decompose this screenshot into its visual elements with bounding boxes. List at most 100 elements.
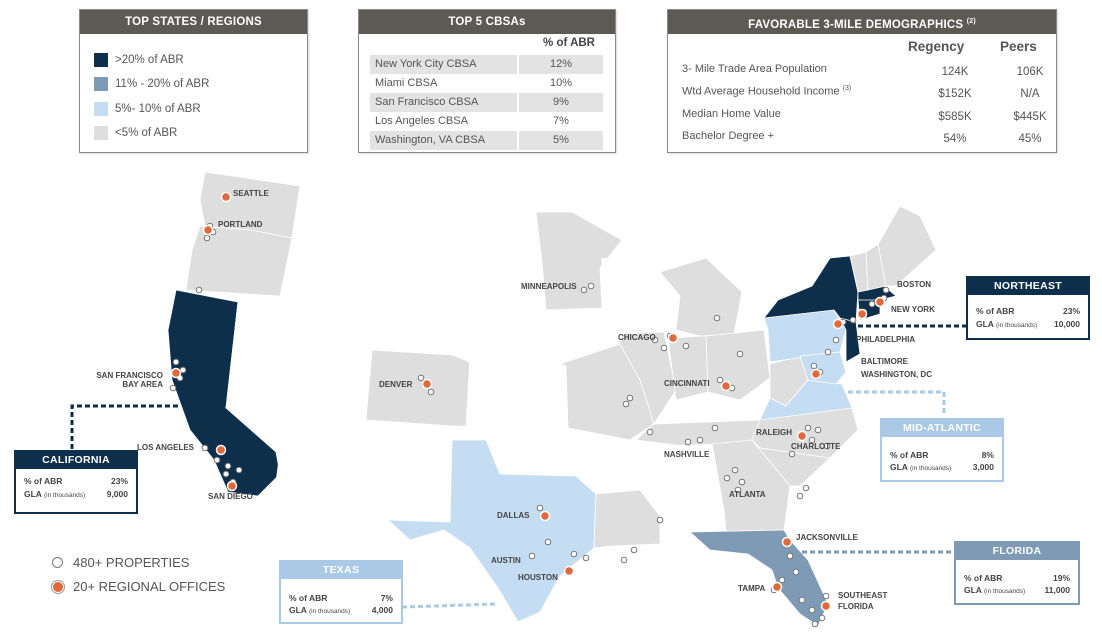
demographics-title: FAVORABLE 3-MILE DEMOGRAPHICS (2) [668, 10, 1056, 34]
callout-gla-row: GLA (in thousands) 3,000 [890, 462, 994, 474]
top-states-panel: TOP STATES / REGIONS >20% of ABR 11% - 2… [79, 9, 308, 153]
cbsa-row: San Francisco CBSA 9% [370, 93, 603, 112]
swatch-tier-2 [94, 77, 108, 91]
state-arizona [275, 399, 367, 517]
state-ohio [705, 329, 771, 401]
callout-abr-label: % of ABR [976, 306, 1015, 316]
swatch-tier-1 [94, 53, 108, 67]
regional-office-marker [202, 224, 214, 236]
property-marker [738, 478, 746, 486]
demo-regency-value: 124K [941, 66, 969, 78]
demo-label-text: Bachelor Degree + [682, 130, 775, 142]
city-label: DENVER [379, 380, 413, 389]
callout-gla-row: GLA (in thousands) 11,000 [964, 585, 1070, 597]
state-wisconsin [601, 257, 663, 331]
property-marker [213, 456, 221, 464]
city-label: CINCINNATI [664, 379, 710, 388]
legend-properties: 480+ PROPERTIES [52, 555, 189, 570]
property-marker [711, 424, 719, 432]
city-label: RALEIGH [756, 428, 792, 437]
property-marker [622, 400, 630, 408]
city-label: AUSTIN [491, 556, 521, 565]
property-marker [651, 336, 659, 344]
callout-title: MID-ATLANTIC [882, 420, 1002, 437]
callout-gla-text: GLA [24, 489, 42, 499]
callout-gla-note: (in thousands) [910, 465, 952, 472]
legend-offices: 20+ REGIONAL OFFICES [52, 579, 225, 594]
property-marker [798, 596, 806, 604]
regional-office-marker [226, 480, 238, 492]
property-marker [544, 538, 552, 546]
callout-abr-label: % of ABR [964, 573, 1003, 583]
demo-label: Median Home Value [682, 108, 781, 120]
property-marker [832, 336, 840, 344]
property-marker [824, 348, 832, 356]
property-marker [587, 282, 595, 290]
state-south-carolina [751, 439, 831, 487]
property-marker [684, 438, 692, 446]
regional-office-marker [820, 600, 832, 612]
regional-office-marker [563, 565, 575, 577]
demo-col-regency: Regency [908, 39, 965, 54]
callout-gla-text: GLA [890, 462, 908, 472]
demo-col-peers: Peers [1000, 39, 1037, 54]
property-marker [723, 474, 731, 482]
state-minnesota [535, 211, 623, 311]
property-marker [660, 344, 668, 352]
callout-abr-label: % of ABR [24, 476, 63, 486]
legend-tier-2: 11% - 20% of ABR [94, 76, 209, 92]
state-wyoming [345, 261, 445, 351]
demo-label-text: Median Home Value [682, 108, 781, 120]
property-marker [713, 314, 721, 322]
property-marker [731, 466, 739, 474]
callout-gla-value: 11,000 [1044, 585, 1070, 595]
property-marker [736, 350, 744, 358]
demo-row: Bachelor Degree + 54% 45% [682, 130, 1052, 148]
cbsa-pct: 5% [517, 131, 603, 150]
property-marker [172, 358, 180, 366]
city-label: WASHINGTON, DC [861, 370, 932, 379]
property-marker [224, 462, 232, 470]
cbsa-name: New York City CBSA [375, 58, 477, 70]
callout-abr-value: 8% [981, 450, 994, 460]
property-marker [804, 424, 812, 432]
demo-row: Wtd Average Household Income (3) $152K N… [682, 85, 1052, 103]
demo-label: 3- Mile Trade Area Population [682, 63, 827, 75]
regional-office-marker [539, 510, 551, 522]
cbsa-row: Los Angeles CBSA 7% [370, 112, 603, 131]
property-marker [427, 388, 435, 396]
callout-gla-row: GLA (in thousands) 10,000 [976, 319, 1080, 331]
demo-label-note: (3) [842, 85, 852, 92]
demo-peers-value: 45% [1018, 133, 1042, 145]
cbsa-pct: 9% [517, 93, 603, 112]
property-marker [811, 620, 819, 628]
callout-gla-text: GLA [289, 605, 307, 615]
property-marker [734, 486, 742, 494]
demo-label: Bachelor Degree + [682, 130, 774, 142]
regional-office-marker [810, 368, 822, 380]
regional-office-marker [781, 536, 793, 548]
demo-row: 3- Mile Trade Area Population 124K 106K [682, 63, 1052, 81]
callout-abr-label: % of ABR [289, 593, 328, 603]
demo-peers-value: $445K [1013, 111, 1047, 123]
property-marker [582, 554, 590, 562]
regional-office-marker [421, 378, 433, 390]
cbsa-name: Washington, VA CBSA [375, 134, 486, 146]
state-north-dakota [445, 207, 543, 263]
property-marker [818, 614, 826, 622]
callout-title: TEXAS [281, 562, 401, 579]
property-marker [808, 606, 816, 614]
legend-offices-label: 20+ REGIONAL OFFICES [73, 579, 226, 594]
callout-gla-value: 10,000 [1054, 319, 1080, 329]
state-nevada [225, 301, 301, 421]
midatlantic-callout: MID-ATLANTIC % of ABR 8% GLA (in thousan… [880, 418, 1004, 482]
demo-peers-value: 106K [1016, 66, 1044, 78]
city-label: BALTIMORE [861, 357, 909, 366]
property-marker [169, 384, 177, 392]
callout-abr-value: 19% [1052, 573, 1070, 583]
callout-gla-row: GLA (in thousands) 4,000 [289, 605, 393, 617]
property-marker [849, 316, 857, 324]
legend-tier-3: 5%- 10% of ABR [94, 101, 201, 117]
regional-office-marker [771, 581, 783, 593]
legend-tier-1-label: >20% of ABR [115, 54, 184, 66]
